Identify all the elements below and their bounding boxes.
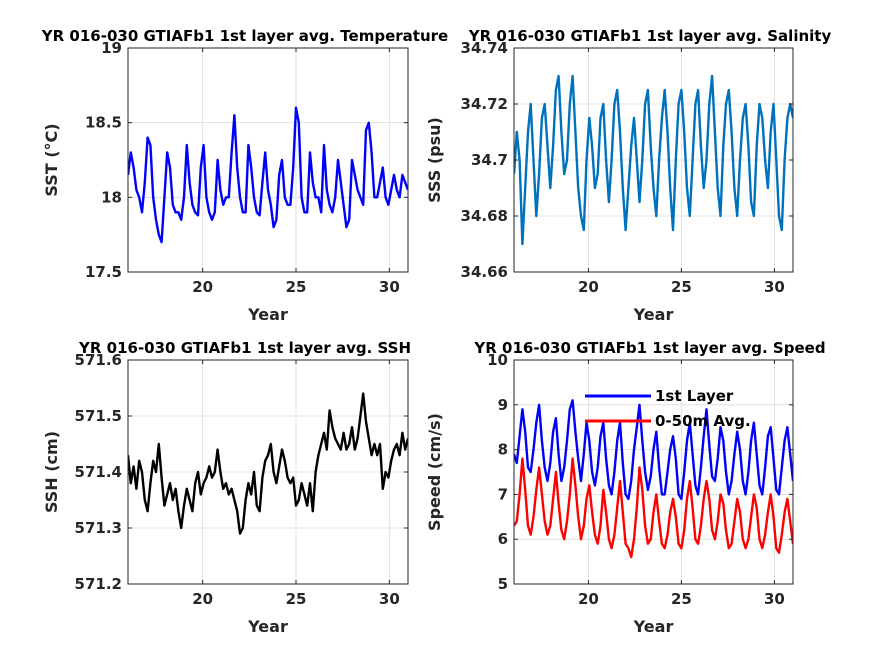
x-tick-label: 25 bbox=[286, 590, 307, 608]
y-tick-label: 9 bbox=[498, 396, 508, 414]
y-tick-label: 571.5 bbox=[75, 407, 122, 425]
x-axis-label: Year bbox=[247, 617, 288, 636]
y-axis-label: Speed (cm/s) bbox=[425, 413, 444, 531]
y-axis-label: SSS (psu) bbox=[425, 117, 444, 203]
x-axis-label: Year bbox=[633, 305, 674, 324]
y-tick-label: 18.5 bbox=[85, 114, 122, 132]
plot-area bbox=[128, 48, 408, 272]
series-line-0-50m-avg- bbox=[514, 457, 793, 559]
y-tick-label: 34.68 bbox=[461, 207, 508, 225]
y-tick-label: 571.6 bbox=[75, 351, 122, 369]
y-tick-label: 34.72 bbox=[461, 95, 508, 113]
y-axis-label: SSH (cm) bbox=[42, 431, 61, 513]
y-tick-label: 19 bbox=[101, 39, 122, 57]
axes-box bbox=[127, 47, 409, 273]
x-tick-label: 20 bbox=[578, 590, 599, 608]
chart-title: YR 016-030 GTIAFb1 1st layer avg. Temper… bbox=[41, 27, 448, 45]
series-line-1 bbox=[514, 74, 793, 246]
y-tick-label: 18 bbox=[101, 188, 122, 206]
x-axis-label: Year bbox=[247, 305, 288, 324]
y-tick-label: 10 bbox=[487, 351, 508, 369]
y-tick-label: 6 bbox=[498, 530, 508, 548]
x-tick-label: 20 bbox=[192, 590, 213, 608]
y-tick-label: 7 bbox=[498, 485, 508, 503]
x-tick-label: 25 bbox=[671, 590, 692, 608]
x-tick-label: 20 bbox=[192, 278, 213, 296]
y-tick-label: 571.3 bbox=[75, 519, 122, 537]
legend-label: 1st Layer bbox=[655, 387, 734, 405]
subplot-2: 20 25 30 34.66 34.68 34.7 34.72 34.74 Year SSS (p… bbox=[425, 27, 831, 324]
subplot-3: 20 25 30 571.2 571.3 571.4 571.5 571.6 Year SSH (… bbox=[42, 339, 411, 636]
y-tick-label: 34.74 bbox=[461, 39, 508, 57]
y-tick-label: 17.5 bbox=[85, 263, 122, 281]
x-tick-label: 25 bbox=[286, 278, 307, 296]
y-tick-label: 5 bbox=[498, 575, 508, 593]
x-tick-label: 30 bbox=[764, 590, 785, 608]
chart-title: YR 016-030 GTIAFb1 1st layer avg. Speed bbox=[473, 339, 825, 357]
series-line-1 bbox=[128, 392, 408, 535]
x-axis-label: Year bbox=[633, 617, 674, 636]
x-tick-label: 20 bbox=[578, 278, 599, 296]
subplot-1: 20 25 30 17.5 18 18.5 19 Year SST (°C) YR 016-030… bbox=[41, 27, 448, 324]
y-tick-label: 571.4 bbox=[75, 463, 122, 481]
x-tick-label: 30 bbox=[764, 278, 785, 296]
x-tick-label: 25 bbox=[671, 278, 692, 296]
y-axis-label: SST (°C) bbox=[42, 123, 61, 196]
y-tick-label: 34.7 bbox=[471, 151, 508, 169]
chart-title: YR 016-030 GTIAFb1 1st layer avg. Salini… bbox=[468, 27, 832, 45]
series-line-1st-layer bbox=[514, 399, 793, 501]
subplot-4: 20 25 30 5 6 7 8 9 10 Year Speed (cm/s) YR 016-030 … bbox=[425, 339, 826, 636]
x-tick-label: 30 bbox=[379, 590, 400, 608]
chart-title: YR 016-030 GTIAFb1 1st layer avg. SSH bbox=[78, 339, 411, 357]
series-line-1 bbox=[128, 106, 408, 244]
y-tick-label: 34.66 bbox=[461, 263, 508, 281]
y-tick-label: 571.2 bbox=[75, 575, 122, 593]
legend-label: 0-50m Avg. bbox=[655, 412, 751, 430]
x-tick-label: 30 bbox=[379, 278, 400, 296]
y-tick-label: 8 bbox=[498, 441, 508, 459]
axes-box bbox=[513, 359, 794, 585]
